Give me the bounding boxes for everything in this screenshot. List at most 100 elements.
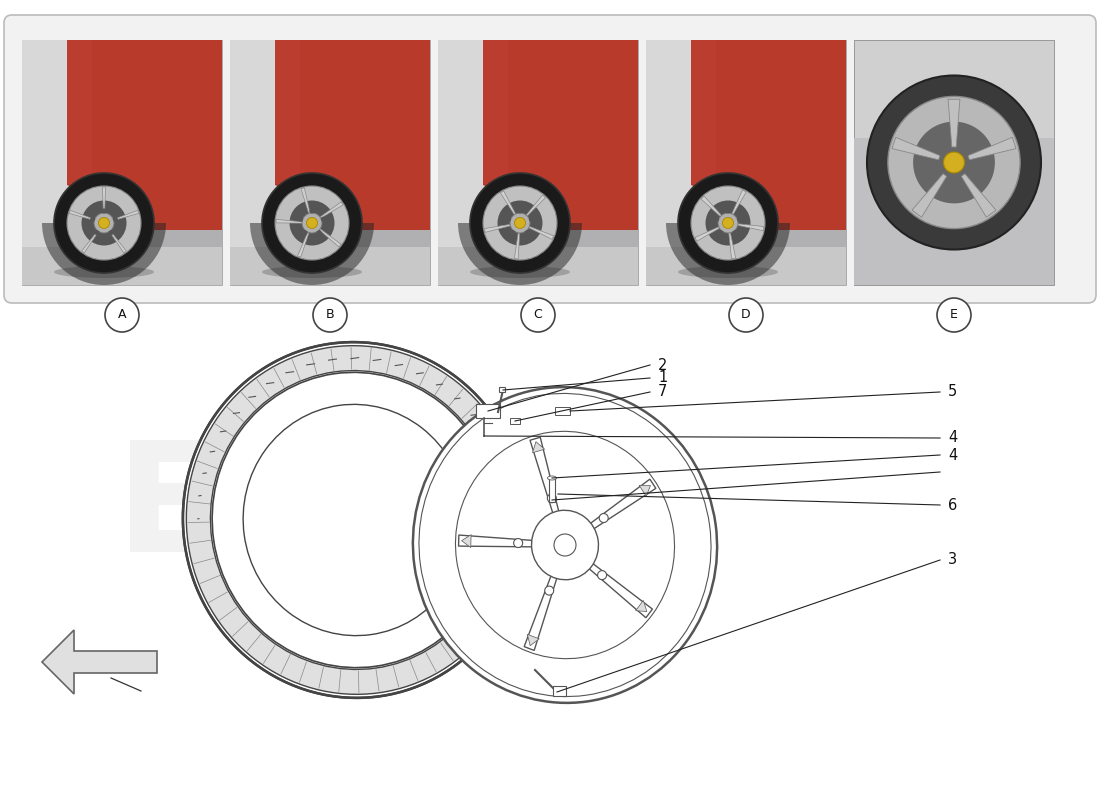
Ellipse shape: [531, 510, 598, 580]
Polygon shape: [67, 40, 222, 230]
Circle shape: [705, 201, 750, 246]
Polygon shape: [695, 226, 721, 241]
Ellipse shape: [600, 514, 608, 522]
Bar: [646, 40, 716, 247]
Circle shape: [691, 186, 764, 260]
Polygon shape: [732, 190, 746, 215]
Circle shape: [302, 230, 307, 235]
Bar: [22, 247, 222, 285]
Circle shape: [729, 298, 763, 332]
Ellipse shape: [186, 346, 524, 694]
Text: 6: 6: [948, 498, 957, 513]
Wedge shape: [250, 223, 374, 285]
Circle shape: [521, 298, 556, 332]
Polygon shape: [968, 138, 1016, 160]
Ellipse shape: [212, 372, 498, 668]
Circle shape: [275, 186, 349, 260]
Polygon shape: [81, 230, 99, 253]
Bar: [508, 40, 638, 247]
Bar: [854, 40, 1054, 285]
Ellipse shape: [455, 431, 674, 658]
Polygon shape: [102, 187, 106, 214]
Bar: [230, 40, 300, 247]
Circle shape: [718, 213, 738, 233]
Ellipse shape: [597, 570, 606, 580]
Circle shape: [733, 230, 738, 235]
Bar: [230, 40, 430, 285]
Circle shape: [510, 230, 516, 235]
Polygon shape: [728, 232, 736, 259]
Ellipse shape: [678, 266, 778, 278]
Polygon shape: [297, 231, 309, 257]
Ellipse shape: [262, 266, 362, 278]
Text: A: A: [118, 309, 127, 322]
Ellipse shape: [243, 404, 466, 636]
Text: C: C: [534, 309, 542, 322]
Circle shape: [262, 173, 362, 273]
Bar: [510, 418, 520, 424]
Circle shape: [54, 173, 154, 273]
Circle shape: [104, 298, 139, 332]
Bar: [438, 40, 638, 285]
Text: EPC: EPC: [116, 435, 444, 585]
Polygon shape: [912, 174, 947, 217]
Circle shape: [321, 217, 326, 222]
Bar: [646, 247, 846, 285]
Polygon shape: [319, 202, 343, 218]
Polygon shape: [459, 535, 535, 547]
Text: a parts for parts since 1968: a parts for parts since 1968: [310, 572, 590, 648]
Circle shape: [101, 209, 107, 214]
Circle shape: [95, 230, 99, 235]
Polygon shape: [530, 438, 560, 516]
Polygon shape: [484, 224, 512, 232]
Wedge shape: [42, 223, 166, 285]
Text: 1: 1: [658, 370, 668, 386]
Polygon shape: [275, 40, 430, 230]
Bar: [549, 478, 556, 502]
Bar: [716, 40, 846, 247]
Text: 3: 3: [948, 553, 957, 567]
Ellipse shape: [548, 476, 557, 480]
Wedge shape: [458, 223, 582, 285]
Polygon shape: [701, 196, 723, 218]
Ellipse shape: [54, 266, 154, 278]
Text: E: E: [950, 309, 958, 322]
Polygon shape: [112, 210, 139, 221]
Bar: [553, 686, 566, 696]
Circle shape: [678, 173, 778, 273]
Ellipse shape: [544, 586, 553, 595]
Circle shape: [913, 122, 994, 203]
Circle shape: [867, 75, 1041, 250]
Polygon shape: [532, 442, 544, 453]
Wedge shape: [666, 223, 790, 285]
Text: 2: 2: [658, 358, 668, 373]
Circle shape: [497, 201, 542, 246]
Bar: [556, 407, 570, 415]
Text: 4: 4: [948, 430, 957, 446]
Circle shape: [515, 218, 526, 229]
Circle shape: [109, 230, 113, 235]
Polygon shape: [587, 562, 652, 618]
Polygon shape: [515, 232, 520, 259]
Circle shape: [888, 96, 1020, 229]
Bar: [92, 40, 222, 247]
Polygon shape: [528, 226, 553, 239]
Polygon shape: [69, 210, 96, 221]
Bar: [646, 40, 846, 285]
Circle shape: [90, 217, 95, 222]
Circle shape: [113, 217, 118, 222]
Polygon shape: [636, 601, 647, 611]
Ellipse shape: [183, 342, 527, 698]
Polygon shape: [319, 228, 341, 247]
Circle shape: [99, 218, 110, 229]
Circle shape: [317, 230, 321, 235]
Ellipse shape: [419, 394, 711, 697]
Polygon shape: [639, 486, 650, 496]
Polygon shape: [109, 230, 126, 253]
Polygon shape: [691, 40, 846, 230]
Circle shape: [937, 298, 971, 332]
Circle shape: [944, 152, 965, 173]
Polygon shape: [483, 40, 638, 230]
Polygon shape: [276, 219, 304, 223]
Circle shape: [517, 209, 522, 214]
